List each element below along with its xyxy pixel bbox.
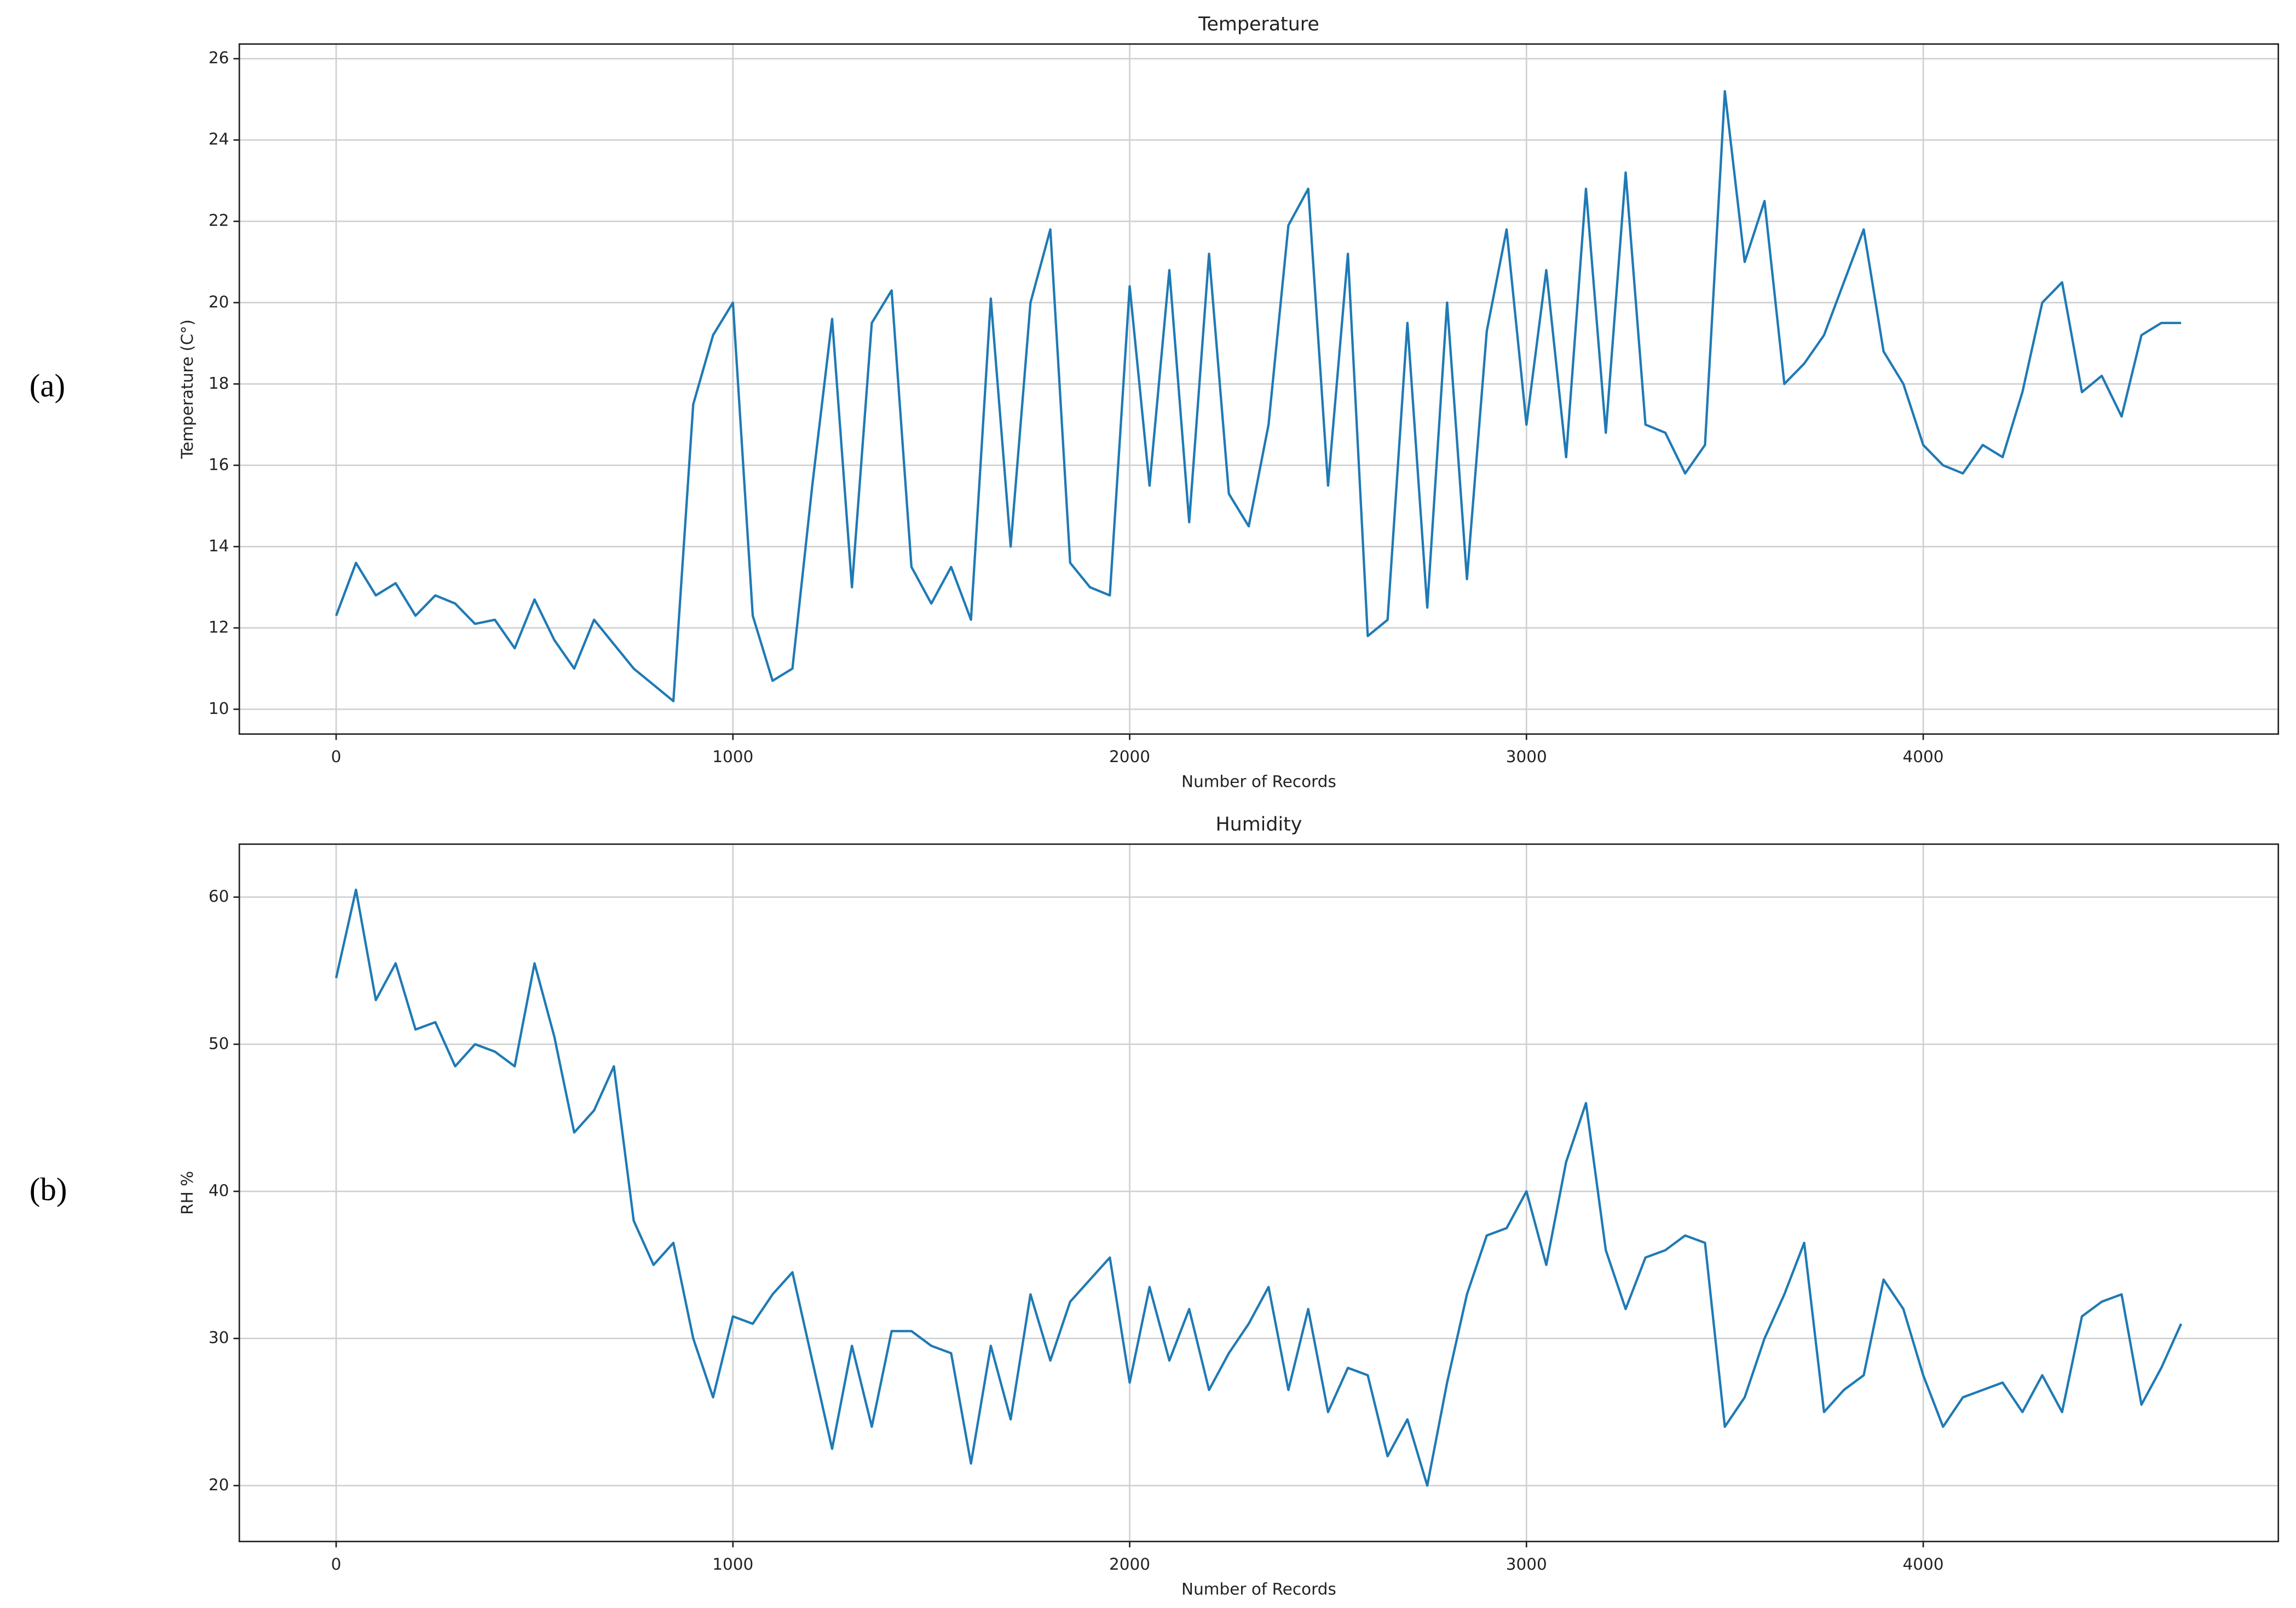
- y-tick-label: 10: [209, 699, 229, 718]
- plot-frame: [238, 843, 2280, 1542]
- y-tick-label: 24: [209, 130, 229, 148]
- x-axis-label: Number of Records: [1181, 773, 1336, 791]
- plot-frame: [238, 43, 2280, 735]
- x-tick-label: 0: [331, 1555, 342, 1574]
- y-tick-label: 60: [209, 887, 229, 906]
- x-tick-label: 4000: [1903, 747, 1944, 766]
- panel-label: (b): [30, 1171, 67, 1207]
- chart-title: Temperature: [1198, 14, 1319, 36]
- y-axis-label: Temperature (C°): [178, 319, 197, 459]
- x-tick-label: 0: [331, 747, 342, 766]
- y-tick-label: 50: [209, 1034, 229, 1053]
- x-tick-label: 1000: [712, 1555, 753, 1574]
- y-tick-label: 12: [209, 618, 229, 636]
- x-tick-label: 3000: [1506, 1555, 1547, 1574]
- x-tick-label: 2000: [1109, 747, 1150, 766]
- y-tick-label: 18: [209, 374, 229, 393]
- y-tick-label: 14: [209, 537, 229, 555]
- x-tick-label: 2000: [1109, 1555, 1150, 1574]
- data-line: [335, 90, 2182, 702]
- y-tick-label: 20: [209, 292, 229, 311]
- y-tick-label: 22: [209, 211, 229, 230]
- y-tick-label: 20: [209, 1476, 229, 1494]
- x-tick-label: 4000: [1903, 1555, 1944, 1574]
- x-tick-label: 3000: [1506, 747, 1547, 766]
- x-tick-label: 1000: [712, 747, 753, 766]
- chart-title: Humidity: [1215, 814, 1302, 835]
- y-tick-label: 40: [209, 1181, 229, 1200]
- panel-label: (a): [30, 367, 65, 404]
- y-tick-label: 26: [209, 49, 229, 67]
- y-tick-label: 30: [209, 1328, 229, 1347]
- y-tick-label: 16: [209, 455, 229, 474]
- data-line: [334, 889, 2183, 1487]
- x-axis-label: Number of Records: [1181, 1580, 1336, 1599]
- y-axis-label: RH %: [178, 1171, 197, 1215]
